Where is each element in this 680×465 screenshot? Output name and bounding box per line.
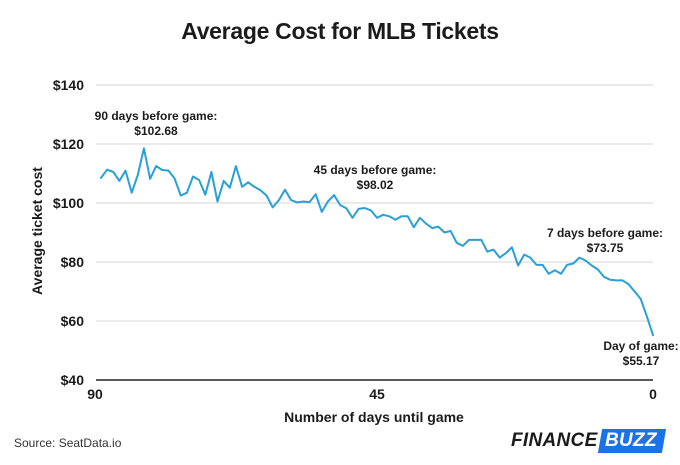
logo-buzz-badge: BUZZ bbox=[597, 429, 666, 453]
annotations: 90 days before game:$102.68 45 days befor… bbox=[95, 109, 679, 368]
y-tick-label: $120 bbox=[53, 136, 84, 152]
annotation-line1: 7 days before game: bbox=[547, 226, 663, 240]
annotation-line1: 45 days before game: bbox=[314, 163, 437, 177]
y-tick-label: $100 bbox=[53, 195, 84, 211]
annotation-line2: $55.17 bbox=[623, 354, 660, 368]
x-tick-label: 45 bbox=[369, 386, 385, 402]
x-tick-label: 0 bbox=[649, 386, 657, 402]
annotation-line2: $73.75 bbox=[587, 241, 624, 255]
annotation: 90 days before game:$102.68 bbox=[95, 109, 218, 138]
annotation: 45 days before game:$98.02 bbox=[314, 163, 437, 192]
annotation: 7 days before game:$73.75 bbox=[547, 226, 663, 255]
y-tick-label: $60 bbox=[61, 313, 85, 329]
logo-buzz-text: BUZZ bbox=[604, 430, 657, 451]
chart-title: Average Cost for MLB Tickets bbox=[181, 18, 499, 44]
x-axis-ticks: 90 45 0 bbox=[87, 386, 657, 402]
x-tick-label: 90 bbox=[87, 386, 103, 402]
y-tick-label: $80 bbox=[61, 254, 85, 270]
financebuzz-logo: FINANCE BUZZ bbox=[511, 428, 666, 454]
series-line bbox=[100, 147, 654, 337]
source-note: Source: SeatData.io bbox=[14, 436, 122, 450]
annotation-line2: $102.68 bbox=[134, 124, 178, 138]
y-axis-ticks: $140 $120 $100 $80 $60 $40 bbox=[53, 77, 84, 388]
y-tick-label: $140 bbox=[53, 77, 84, 93]
y-tick-label: $40 bbox=[61, 372, 85, 388]
gridlines bbox=[96, 84, 653, 322]
y-axis-label: Average ticket cost bbox=[29, 167, 45, 295]
annotation-line1: Day of game: bbox=[603, 339, 678, 353]
annotation-line2: $98.02 bbox=[357, 178, 394, 192]
annotation: Day of game:$55.17 bbox=[603, 339, 678, 368]
x-axis-label: Number of days until game bbox=[284, 409, 464, 425]
annotation-line1: 90 days before game: bbox=[95, 109, 218, 123]
logo-finance-text: FINANCE bbox=[511, 430, 598, 451]
